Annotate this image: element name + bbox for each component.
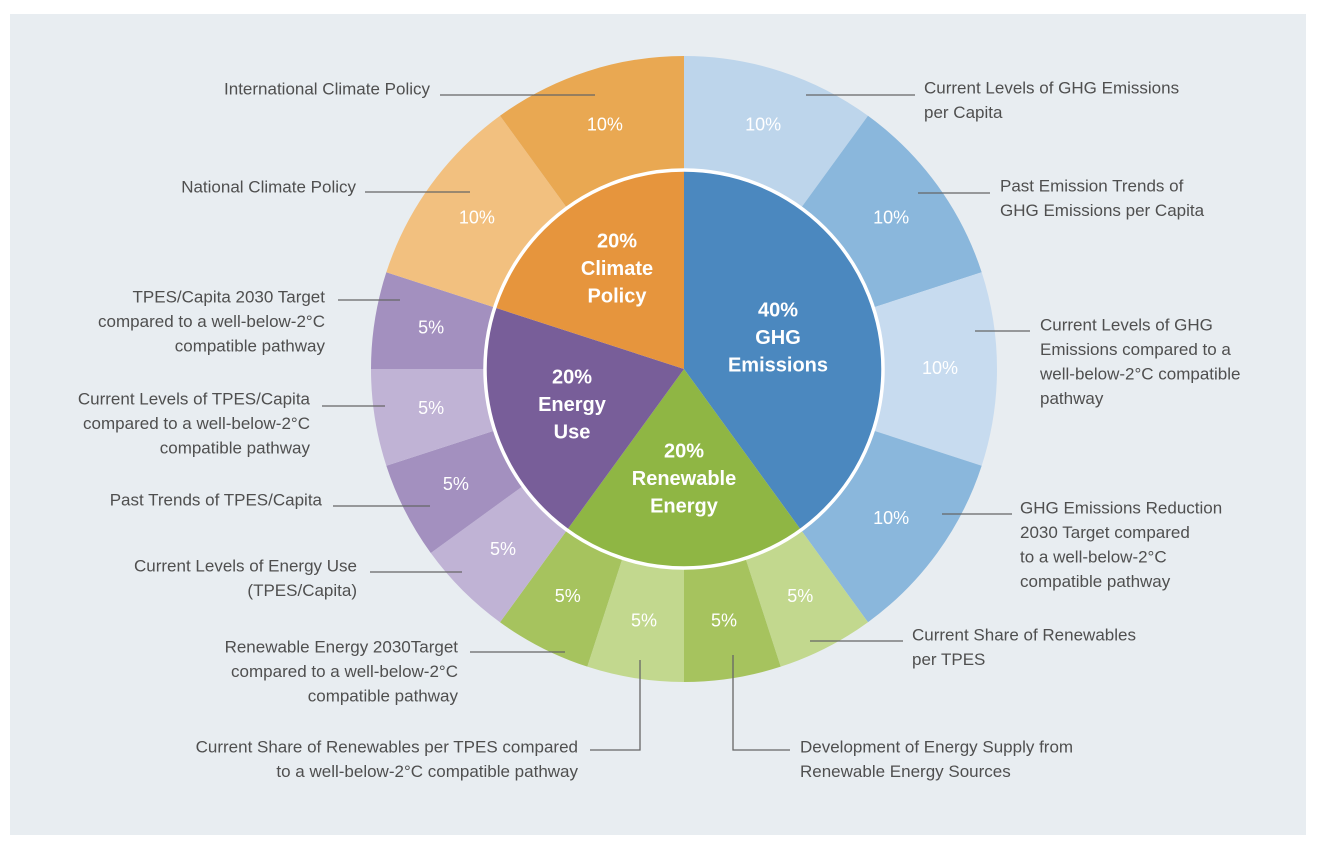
segment-description: Current Levels of GHG <box>1040 315 1213 334</box>
segment-description: to a well-below-2°C <box>1020 547 1167 566</box>
inner-slice-label: Energy <box>538 394 607 416</box>
inner-slice-label: Climate <box>581 258 653 280</box>
inner-slice-label: 20% <box>552 366 592 388</box>
segment-description: compatible pathway <box>160 438 311 457</box>
segment-description: Current Levels of GHG Emissions <box>924 78 1179 97</box>
segment-description: Renewable Energy Sources <box>800 762 1011 781</box>
inner-slice-energy-use <box>485 307 684 530</box>
outer-slice-value: 5% <box>787 586 813 606</box>
outer-slice-renewable-energy-2 <box>684 558 781 682</box>
outer-slice-energy-use-4 <box>371 272 495 369</box>
segment-description: per Capita <box>924 103 1003 122</box>
outer-slice-ghg-emissions-2 <box>800 115 982 308</box>
segment-description: TPES/Capita 2030 Target <box>133 287 326 306</box>
inner-slice-ghg-emissions <box>684 170 883 530</box>
inner-slice-label: Energy <box>650 495 719 517</box>
outer-slice-value: 5% <box>418 318 444 338</box>
outer-slice-value: 5% <box>443 474 469 494</box>
segment-description: (TPES/Capita) <box>247 581 357 600</box>
segment-description: compared to a well-below-2°C <box>98 312 325 331</box>
segment-description: compatible pathway <box>1020 572 1171 591</box>
inner-slice-label: Emissions <box>728 354 828 376</box>
segment-description: Past Trends of TPES/Capita <box>110 490 323 509</box>
outer-slice-renewable-energy-1 <box>745 529 868 667</box>
segment-description: Current Share of Renewables per TPES com… <box>196 737 578 756</box>
inner-slice-label: 20% <box>664 440 704 462</box>
segment-description: GHG Emissions Reduction <box>1020 498 1222 517</box>
segment-description: to a well-below-2°C compatible pathway <box>276 762 578 781</box>
outer-slice-ghg-emissions-1 <box>684 56 868 209</box>
inner-slice-label: Use <box>554 421 591 443</box>
outer-slice-value: 10% <box>873 508 909 528</box>
segment-description: pathway <box>1040 389 1104 408</box>
outer-slice-energy-use-1 <box>430 485 568 623</box>
inner-slice-label: GHG <box>755 327 801 349</box>
leader-line <box>590 660 641 751</box>
segment-description: compatible pathway <box>308 686 459 705</box>
segment-description: Current Share of Renewables <box>912 625 1136 644</box>
outer-slice-energy-use-2 <box>386 430 524 553</box>
segment-description: Renewable Energy 2030Target <box>225 637 459 656</box>
outer-slice-value: 10% <box>873 207 909 227</box>
outer-slice-value: 5% <box>711 611 737 631</box>
inner-slice-renewable-energy <box>567 369 801 568</box>
outer-slice-value: 10% <box>745 114 781 134</box>
outer-slice-value: 10% <box>922 358 958 378</box>
segment-description: Current Levels of Energy Use <box>134 556 357 575</box>
outer-slice-ghg-emissions-3 <box>873 272 997 466</box>
segment-description: compatible pathway <box>175 336 326 355</box>
outer-slice-energy-use-3 <box>371 369 495 466</box>
inner-slice-label: 40% <box>758 299 798 321</box>
inner-slice-climate-policy <box>494 170 684 369</box>
segment-description: Past Emission Trends of <box>1000 176 1184 195</box>
segment-description: per TPES <box>912 650 985 669</box>
outer-slice-value: 5% <box>490 539 516 559</box>
segment-description: 2030 Target compared <box>1020 523 1190 542</box>
segment-description: compared to a well-below-2°C <box>231 662 458 681</box>
outer-slice-renewable-energy-4 <box>500 529 623 667</box>
inner-slice-label: Renewable <box>632 468 736 490</box>
inner-ring-border <box>483 168 885 570</box>
outer-slice-ghg-emissions-4 <box>800 430 982 623</box>
outer-slice-climate-policy-1 <box>386 115 568 308</box>
outer-slice-climate-policy-2 <box>500 56 684 209</box>
segment-description: National Climate Policy <box>181 177 356 196</box>
outer-slice-renewable-energy-3 <box>587 558 684 682</box>
outer-slice-value: 10% <box>459 207 495 227</box>
segment-description: Current Levels of TPES/Capita <box>78 389 311 408</box>
segment-description: compared to a well-below-2°C <box>83 414 310 433</box>
outer-slice-value: 5% <box>555 586 581 606</box>
leader-line <box>732 655 790 751</box>
outer-slice-value: 10% <box>587 114 623 134</box>
segment-description: Development of Energy Supply from <box>800 737 1073 756</box>
segment-description: International Climate Policy <box>224 79 430 98</box>
segment-description: Emissions compared to a <box>1040 340 1231 359</box>
inner-slice-label: 20% <box>597 230 637 252</box>
segment-description: well-below-2°C compatible <box>1039 364 1241 383</box>
segment-description: GHG Emissions per Capita <box>1000 201 1205 220</box>
outer-slice-value: 5% <box>631 611 657 631</box>
inner-slice-label: Policy <box>588 285 648 307</box>
outer-slice-value: 5% <box>418 398 444 418</box>
